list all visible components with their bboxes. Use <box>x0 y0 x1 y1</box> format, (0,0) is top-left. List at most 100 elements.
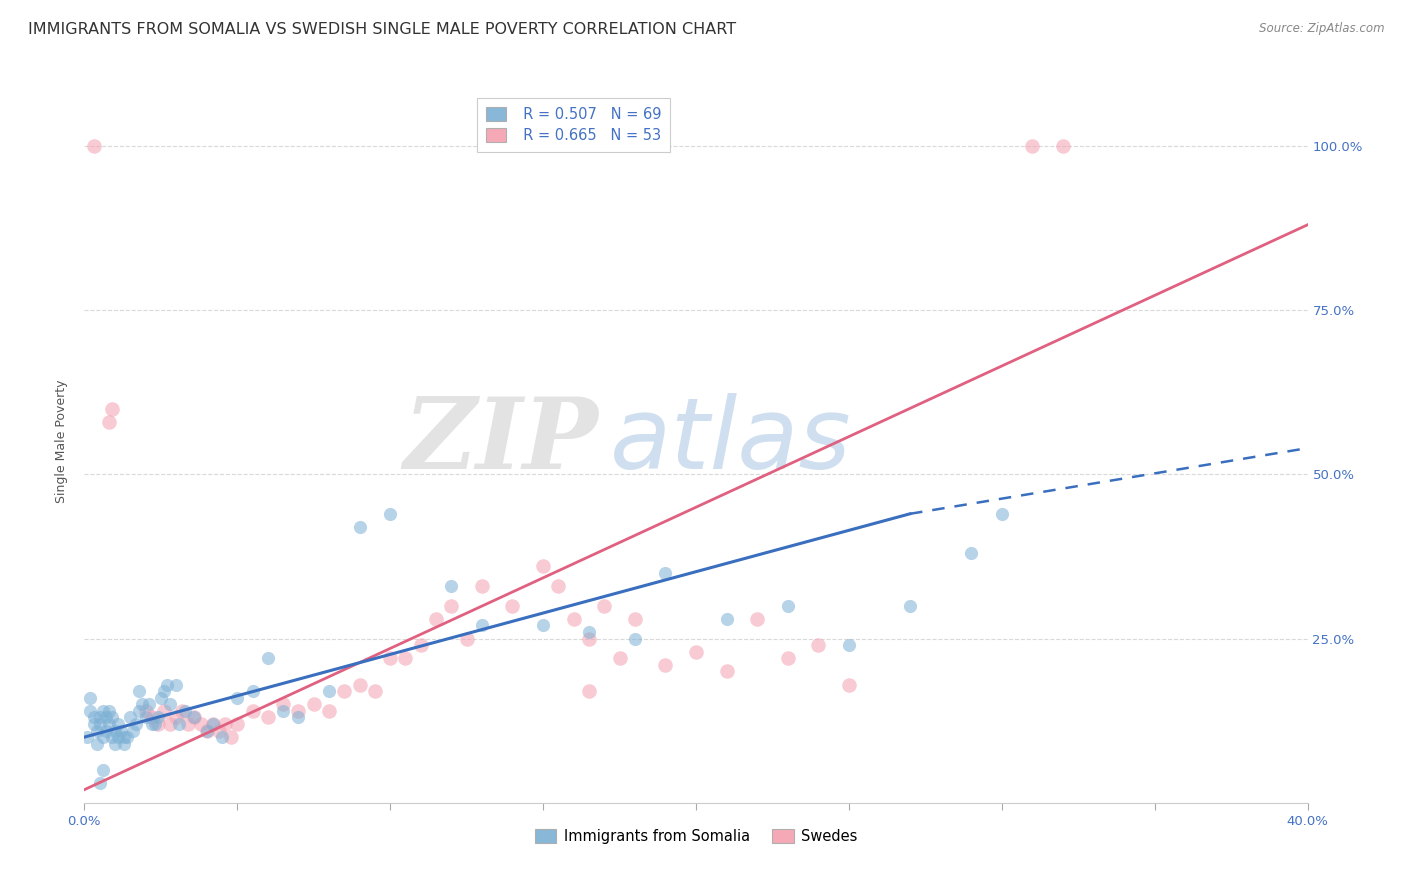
Point <box>226 717 249 731</box>
Point <box>226 690 249 705</box>
Point <box>318 684 340 698</box>
Point <box>807 638 830 652</box>
Point <box>425 612 447 626</box>
Point <box>101 730 124 744</box>
Point <box>471 618 494 632</box>
Point <box>125 717 148 731</box>
Point <box>456 632 478 646</box>
Point <box>776 651 799 665</box>
Point <box>287 704 309 718</box>
Point <box>960 546 983 560</box>
Point <box>898 599 921 613</box>
Point <box>531 559 554 574</box>
Point <box>716 612 738 626</box>
Point <box>146 710 169 724</box>
Point <box>211 730 233 744</box>
Point <box>195 723 218 738</box>
Point <box>97 717 120 731</box>
Point <box>79 704 101 718</box>
Point <box>409 638 432 652</box>
Point <box>271 698 294 712</box>
Point <box>159 698 181 712</box>
Point <box>112 737 135 751</box>
Point <box>190 717 212 731</box>
Point <box>1021 139 1043 153</box>
Point <box>97 415 120 429</box>
Point <box>502 599 524 613</box>
Point <box>89 717 111 731</box>
Point <box>89 776 111 790</box>
Point <box>271 704 294 718</box>
Point <box>440 579 463 593</box>
Point <box>578 632 600 646</box>
Point <box>716 665 738 679</box>
Point <box>83 717 105 731</box>
Text: ZIP: ZIP <box>404 393 598 490</box>
Point <box>94 710 117 724</box>
Legend: Immigrants from Somalia, Swedes: Immigrants from Somalia, Swedes <box>529 823 863 850</box>
Point <box>471 579 494 593</box>
Point <box>128 684 150 698</box>
Point <box>94 723 117 738</box>
Point <box>86 737 108 751</box>
Point <box>302 698 325 712</box>
Point <box>685 645 707 659</box>
Point <box>79 690 101 705</box>
Point <box>122 723 145 738</box>
Point <box>135 710 157 724</box>
Point <box>165 677 187 691</box>
Point <box>654 566 676 580</box>
Text: atlas: atlas <box>610 393 852 490</box>
Point <box>195 723 218 738</box>
Text: Source: ZipAtlas.com: Source: ZipAtlas.com <box>1260 22 1385 36</box>
Point <box>141 710 163 724</box>
Point <box>86 723 108 738</box>
Point <box>201 717 224 731</box>
Point <box>107 717 129 731</box>
Point <box>107 730 129 744</box>
Point <box>531 618 554 632</box>
Point <box>165 710 187 724</box>
Point <box>104 723 127 738</box>
Point <box>219 730 242 744</box>
Point <box>201 717 224 731</box>
Point <box>141 717 163 731</box>
Point <box>287 710 309 724</box>
Point <box>131 698 153 712</box>
Point <box>547 579 569 593</box>
Point <box>97 704 120 718</box>
Point <box>183 710 205 724</box>
Point <box>609 651 631 665</box>
Point <box>333 684 356 698</box>
Text: IMMIGRANTS FROM SOMALIA VS SWEDISH SINGLE MALE POVERTY CORRELATION CHART: IMMIGRANTS FROM SOMALIA VS SWEDISH SINGL… <box>28 22 737 37</box>
Point <box>143 717 166 731</box>
Point <box>242 684 264 698</box>
Point <box>89 710 111 724</box>
Point <box>101 710 124 724</box>
Point <box>153 684 176 698</box>
Point <box>174 704 197 718</box>
Point <box>83 710 105 724</box>
Point <box>838 677 860 691</box>
Point <box>101 401 124 416</box>
Point <box>214 717 236 731</box>
Point <box>91 704 114 718</box>
Point <box>128 704 150 718</box>
Point <box>380 507 402 521</box>
Point <box>257 710 280 724</box>
Point <box>156 677 179 691</box>
Point <box>120 710 142 724</box>
Point <box>76 730 98 744</box>
Point <box>624 612 647 626</box>
Point <box>146 717 169 731</box>
Point <box>110 723 132 738</box>
Point <box>776 599 799 613</box>
Point <box>578 684 600 698</box>
Point <box>135 704 157 718</box>
Point <box>115 730 138 744</box>
Point <box>159 717 181 731</box>
Point <box>349 520 371 534</box>
Point <box>380 651 402 665</box>
Point <box>149 690 172 705</box>
Point <box>578 625 600 640</box>
